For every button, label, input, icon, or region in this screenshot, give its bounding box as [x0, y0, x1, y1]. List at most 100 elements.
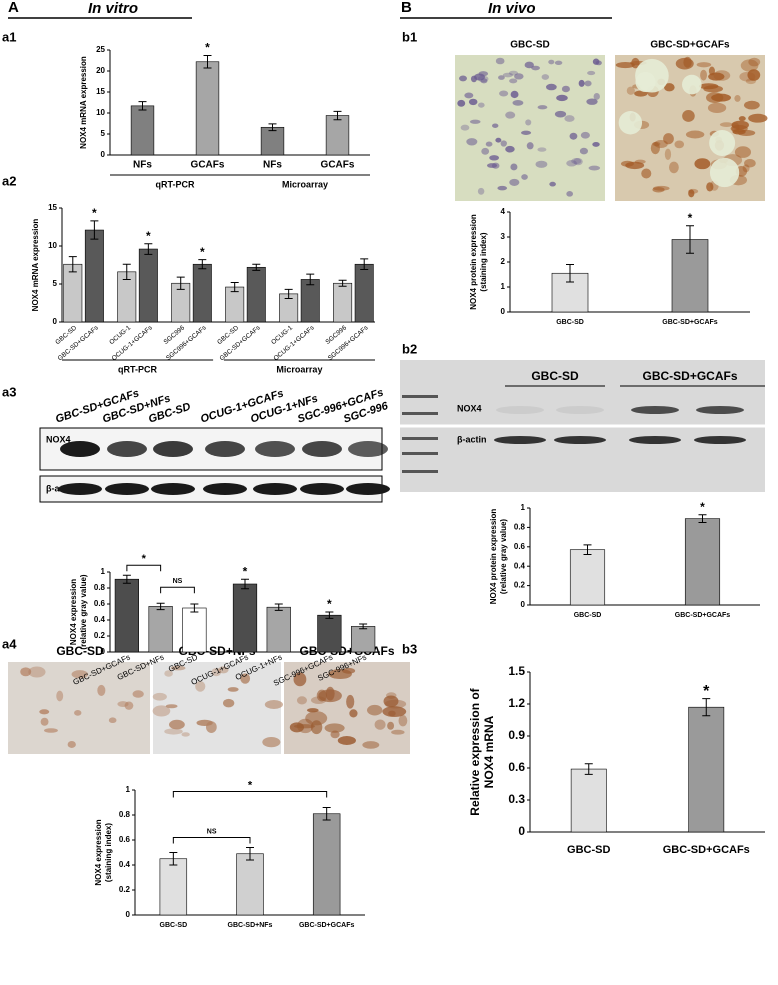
cell	[514, 73, 524, 80]
cell	[561, 85, 570, 93]
y-tick-label: 0.8	[119, 810, 131, 819]
bar	[266, 606, 291, 653]
cell	[719, 122, 734, 127]
cell	[593, 93, 600, 100]
cell	[531, 65, 540, 71]
panel-label: b3	[402, 641, 417, 656]
bracket	[160, 586, 195, 594]
bar	[159, 858, 188, 916]
x-tick-label: SGC996+GCAFs	[165, 324, 208, 362]
band	[696, 406, 744, 414]
ladder-band	[402, 395, 438, 398]
y-tick-label: 0.4	[119, 860, 131, 869]
cell	[489, 155, 500, 161]
y-tick-label: 0	[518, 824, 525, 838]
x-tick-label: OCUG-1+GCAFs	[111, 324, 155, 362]
cell	[264, 700, 284, 709]
cell	[554, 110, 567, 118]
y-tick-label: 0.6	[508, 760, 525, 774]
y-tick-label: 0.8	[514, 523, 526, 532]
cell	[541, 74, 550, 80]
x-tick-label: SGC996+GCAFs	[327, 324, 370, 362]
y-tick-label: 0	[501, 307, 506, 316]
panel-label: b1	[402, 29, 417, 44]
bar	[192, 263, 212, 323]
bar	[195, 61, 220, 156]
cell	[566, 160, 578, 167]
bar	[569, 549, 606, 606]
bar	[148, 606, 173, 653]
error-bar	[68, 256, 77, 273]
cell	[731, 120, 749, 130]
group-label: Microarray	[276, 364, 322, 374]
cell	[524, 61, 534, 69]
group-label: Microarray	[282, 179, 328, 189]
y-tick-label: 0.4	[94, 615, 106, 624]
cell	[305, 711, 328, 726]
error-bar	[198, 259, 207, 270]
cell	[346, 694, 355, 709]
x-tick-label: GBC-SD+GCAFs	[662, 319, 718, 326]
cell	[569, 132, 578, 140]
bracket	[126, 564, 162, 572]
cell	[663, 133, 674, 145]
significance-marker: *	[92, 206, 97, 220]
y-tick-label: 0.8	[94, 583, 106, 592]
x-tick-label: GBC-SD+GCAFs	[219, 324, 263, 362]
bar	[684, 518, 721, 606]
error-bar	[702, 698, 711, 717]
cell	[521, 174, 528, 180]
cell	[535, 160, 548, 168]
cell	[486, 163, 498, 168]
y-tick-label: 1.5	[508, 664, 525, 678]
y-tick-label: 4	[501, 207, 506, 216]
bar	[312, 813, 341, 916]
error-bar	[566, 264, 574, 283]
cell	[688, 189, 695, 198]
error-bar	[325, 611, 334, 619]
y-tick-label: 0	[126, 910, 131, 919]
cell	[293, 672, 307, 687]
bracket-label: *	[248, 779, 253, 791]
error-bar	[169, 852, 178, 866]
cell	[634, 90, 648, 97]
cell	[464, 92, 474, 99]
cell	[164, 728, 183, 735]
y-tick-label: 0	[101, 150, 106, 159]
vacuole	[618, 111, 643, 135]
error-bar	[322, 807, 331, 821]
y-tick-label: 0.6	[514, 542, 526, 551]
x-tick-label: NFs	[263, 160, 282, 171]
cell	[71, 670, 89, 679]
ladder-band	[402, 437, 438, 440]
bar	[225, 286, 245, 323]
cell	[537, 105, 548, 110]
band	[253, 483, 297, 495]
band	[302, 441, 342, 457]
cell	[67, 740, 76, 748]
cell	[383, 695, 399, 708]
y-tick-label: 0.3	[508, 792, 525, 806]
x-tick-label: GBC-SD	[160, 922, 188, 929]
cell	[342, 667, 356, 674]
x-tick-label: GBC-SD	[574, 612, 602, 619]
y-tick-label: 0.6	[119, 835, 131, 844]
error-bar	[122, 574, 131, 584]
bar	[300, 279, 320, 323]
x-tick-label: GBC-SD+GCAFs	[299, 922, 355, 929]
ladder-band	[402, 412, 438, 415]
y-axis-label: NOX4 expression	[69, 579, 78, 645]
y-tick-label: 20	[96, 66, 105, 75]
blot-row-label: NOX4	[457, 403, 482, 413]
cell	[740, 59, 759, 72]
blot-group-label: GBC-SD+GCAFs	[642, 369, 737, 383]
band	[205, 441, 245, 457]
cell	[668, 161, 679, 174]
cell	[706, 92, 724, 103]
section-letter: A	[8, 0, 19, 16]
band	[300, 483, 344, 495]
cell	[592, 141, 600, 147]
band	[554, 436, 606, 444]
significance-marker: *	[327, 597, 332, 611]
bar	[246, 266, 266, 323]
